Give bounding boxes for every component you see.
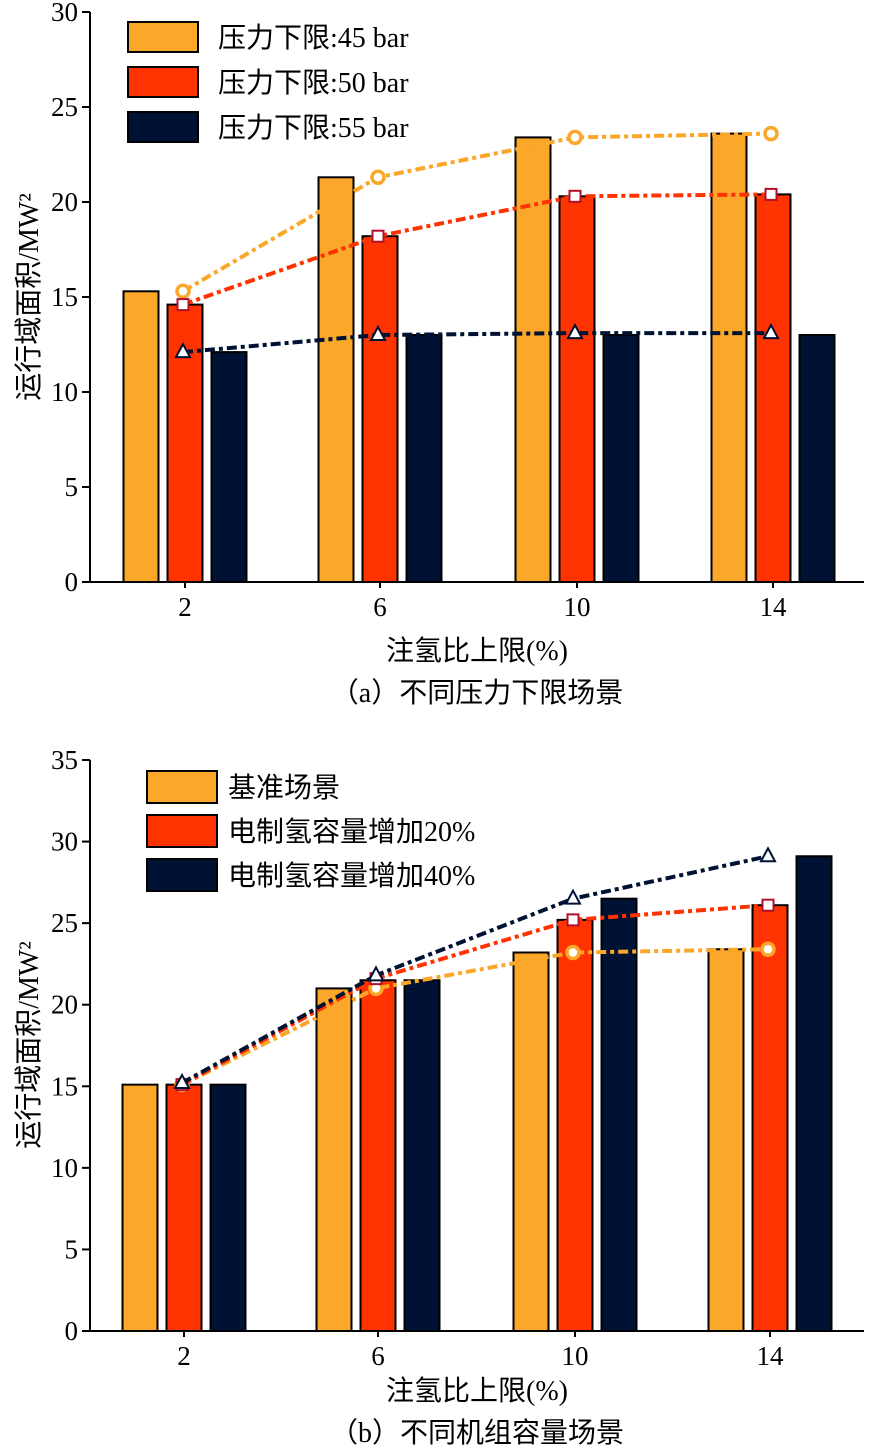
y-tick-label: 20 <box>51 990 78 1020</box>
marker-2-14 <box>764 187 778 201</box>
marker-2-6 <box>371 229 385 243</box>
bar-2-14 <box>751 904 789 1332</box>
marker-1-2 <box>175 283 191 300</box>
legend-label-1: 基准场景 <box>228 772 340 804</box>
y-tick-label: 15 <box>51 282 78 312</box>
series-line-1 <box>181 947 769 1087</box>
bar-1-2 <box>122 290 160 583</box>
x-tick-label: 10 <box>562 1341 589 1371</box>
series-line-2 <box>182 192 772 307</box>
x-tick-label: 14 <box>760 592 788 622</box>
marker-3-6 <box>369 324 387 341</box>
marker-3-10 <box>564 888 582 905</box>
x-tick-label: 2 <box>178 592 192 622</box>
marker-2-2 <box>176 298 190 312</box>
marker-3-2 <box>174 341 192 359</box>
bar-1-6 <box>317 176 355 584</box>
legend-label-2: 压力下限:50 bar <box>218 67 409 99</box>
chart-a: 0 5 10 15 20 25 30 2 6 10 14 注氢比上限(%) （a）不同压力下限场景 运行域… <box>13 0 864 709</box>
marker-1-14 <box>763 125 779 142</box>
series-line-1 <box>181 131 772 294</box>
y-axis-label: 运行域面积/MW² <box>13 941 45 1149</box>
bar-1-10 <box>512 951 550 1332</box>
y-tick-label: 10 <box>51 1153 78 1183</box>
legend-label-3: 压力下限:55 bar <box>218 112 409 144</box>
legend-swatch-1 <box>127 21 199 53</box>
y-tick-label: 15 <box>51 1071 78 1101</box>
x-tick-label: 14 <box>757 1341 785 1371</box>
y-axis-label: 运行域面积/MW² <box>13 193 45 401</box>
marker-2-10 <box>568 189 582 203</box>
y-tick-label: 0 <box>65 567 79 597</box>
bar-3-2 <box>209 1083 247 1333</box>
bar-1-6 <box>315 987 353 1333</box>
y-tick-label: 20 <box>51 187 78 217</box>
bar-2-14 <box>754 193 792 583</box>
y-tick-label: 10 <box>51 377 78 407</box>
x-axis-label: 注氢比上限(%) <box>386 1375 568 1407</box>
legend-label-2: 电制氢容量增加20% <box>228 816 475 848</box>
x-tick-label: 6 <box>373 592 387 622</box>
bar-2-10 <box>558 195 596 584</box>
series-line-3 <box>181 854 769 1085</box>
marker-1-14 <box>760 941 776 957</box>
bar-3-10 <box>600 897 638 1333</box>
y-tick-label: 35 <box>51 745 78 775</box>
marker-1-10 <box>565 944 581 961</box>
legend-swatch-3 <box>146 858 218 892</box>
y-tick-label: 5 <box>65 1234 79 1264</box>
bar-2-10 <box>556 918 594 1332</box>
x-tick-label: 2 <box>177 1341 191 1371</box>
bar-2-2 <box>165 1083 203 1333</box>
y-tick-label: 25 <box>51 908 78 938</box>
bar-2-6 <box>361 235 399 583</box>
marker-3-14 <box>759 846 777 863</box>
bar-3-2 <box>210 351 248 583</box>
legend-swatch-1 <box>146 770 218 804</box>
x-tick-label: 6 <box>371 1341 385 1371</box>
legend-label-1: 压力下限:45 bar <box>218 22 409 54</box>
marker-2-14 <box>761 898 775 912</box>
legend-swatch-2 <box>146 814 218 848</box>
bar-1-14 <box>710 132 748 583</box>
bar-2-6 <box>359 979 397 1332</box>
y-tick-label: 0 <box>65 1316 79 1346</box>
marker-1-10 <box>567 129 583 146</box>
bar-1-2 <box>121 1083 159 1333</box>
marker-3-10 <box>566 322 584 340</box>
marker-2-10 <box>566 913 580 927</box>
series-line-2 <box>181 903 769 1087</box>
y-tick-label: 5 <box>65 472 79 502</box>
bar-3-14 <box>798 334 836 583</box>
legend-label-3: 电制氢容量增加40% <box>228 860 475 892</box>
bar-3-10 <box>602 334 640 583</box>
marker-1-6 <box>370 169 386 186</box>
x-axis-label: 注氢比上限(%) <box>386 635 568 667</box>
chart-caption: （a）不同压力下限场景 <box>331 677 623 709</box>
bar-1-10 <box>514 136 552 583</box>
bar-1-14 <box>707 948 745 1332</box>
legend-swatch-3 <box>127 111 199 143</box>
y-tick-label: 30 <box>51 827 78 857</box>
x-tick-label: 10 <box>564 592 591 622</box>
legend-swatch-2 <box>127 66 199 98</box>
bar-3-6 <box>403 979 441 1332</box>
marker-3-2 <box>173 1072 191 1090</box>
chart-b: 0 5 10 15 20 25 30 35 2 6 10 14 注氢比上限(%) （b）不同机组容量场景 运… <box>13 745 864 1449</box>
marker-3-14 <box>762 322 780 340</box>
bar-3-6 <box>405 334 443 583</box>
series-line-3 <box>182 331 771 355</box>
y-tick-label: 30 <box>51 0 78 27</box>
marker-3-6 <box>367 965 385 982</box>
y-tick-label: 25 <box>51 92 78 122</box>
bar-3-14 <box>795 855 833 1332</box>
chart-caption: （b）不同机组容量场景 <box>330 1417 624 1449</box>
